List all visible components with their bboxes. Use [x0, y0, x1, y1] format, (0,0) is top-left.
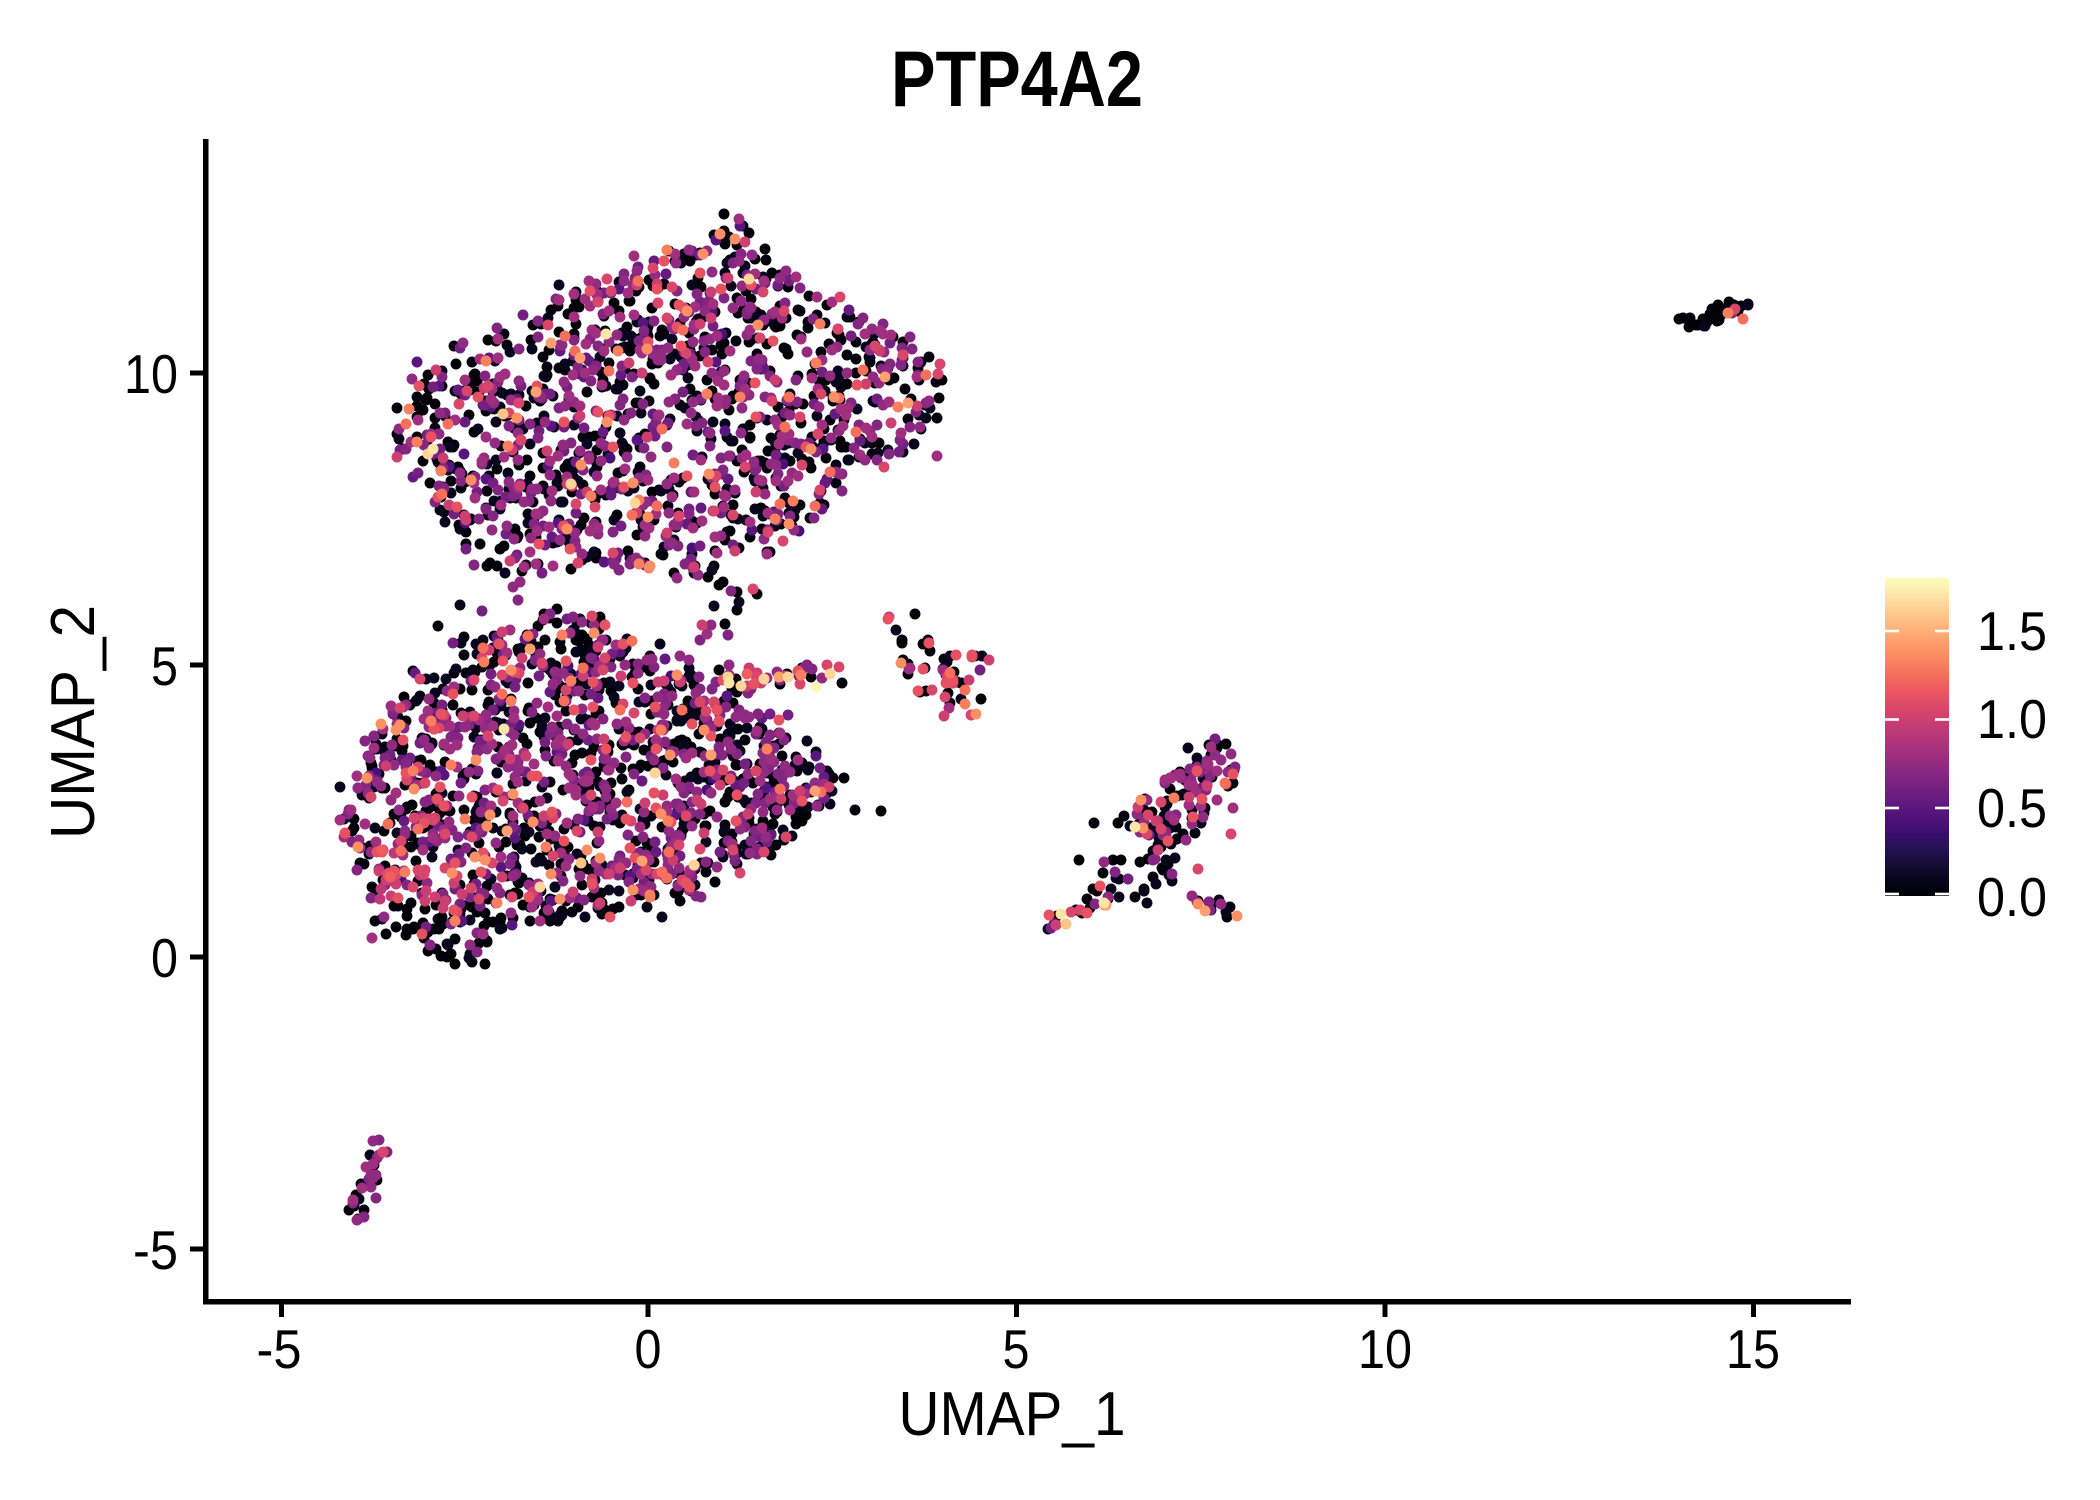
- svg-text:1.5: 1.5: [1977, 600, 2047, 662]
- svg-text:1.0: 1.0: [1977, 688, 2047, 750]
- svg-text:0.0: 0.0: [1977, 866, 2047, 928]
- svg-text:UMAP_1: UMAP_1: [899, 1380, 1126, 1449]
- svg-text:0: 0: [151, 927, 178, 989]
- svg-text:0.5: 0.5: [1977, 777, 2047, 839]
- svg-text:5: 5: [151, 635, 178, 697]
- svg-text:UMAP_2: UMAP_2: [39, 605, 108, 839]
- svg-text:PTP4A2: PTP4A2: [891, 34, 1143, 123]
- svg-text:10: 10: [124, 343, 178, 405]
- svg-text:15: 15: [1726, 1318, 1780, 1380]
- svg-text:-5: -5: [257, 1318, 302, 1380]
- svg-text:10: 10: [1358, 1318, 1412, 1380]
- svg-text:5: 5: [1003, 1318, 1030, 1380]
- svg-text:0: 0: [635, 1318, 662, 1380]
- svg-text:-5: -5: [133, 1219, 178, 1281]
